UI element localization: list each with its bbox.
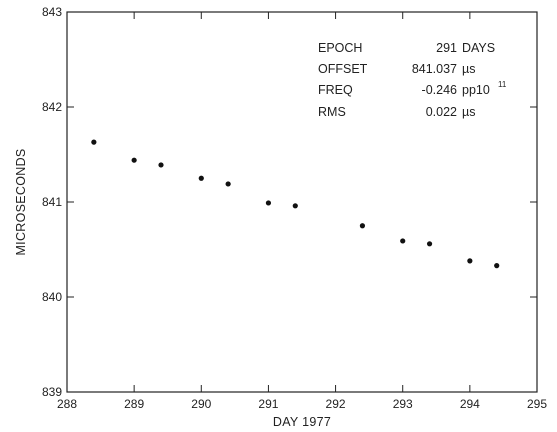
annotation-label: FREQ xyxy=(318,83,353,97)
x-axis: 288 289 290 291 292 293 294 295 xyxy=(57,12,547,411)
annotation-block: EPOCH 291 DAYS OFFSET 841.037 µs FREQ -0.246 pp1… xyxy=(318,41,507,119)
data-point xyxy=(265,200,272,206)
x-axis-title: DAY 1977 xyxy=(273,415,331,429)
annotation-unit: µs xyxy=(462,62,475,76)
x-tick-label: 291 xyxy=(258,397,278,411)
data-point xyxy=(426,241,433,247)
data-point xyxy=(225,181,231,187)
y-tick-label: 840 xyxy=(42,290,62,304)
y-tick-label: 839 xyxy=(42,385,62,399)
x-tick-label: 294 xyxy=(460,397,480,411)
annotation-label: EPOCH xyxy=(318,41,362,55)
annotation-value: 0.022 xyxy=(426,105,457,119)
x-tick-label: 292 xyxy=(326,397,346,411)
annotation-label: RMS xyxy=(318,105,346,119)
x-tick-label: 288 xyxy=(57,397,77,411)
data-point xyxy=(494,263,500,269)
y-axis: 839 840 841 842 843 xyxy=(42,5,537,399)
x-tick-label: 293 xyxy=(393,397,413,411)
annotation-value: -0.246 xyxy=(422,83,457,97)
annotation-value: 841.037 xyxy=(412,62,457,76)
annotation-unit: µs xyxy=(462,105,475,119)
data-points xyxy=(91,139,500,269)
annotation-unit: DAYS xyxy=(462,41,495,55)
data-point xyxy=(91,139,97,145)
data-point xyxy=(158,162,164,168)
y-axis-title: MICROSECONDS xyxy=(14,148,28,255)
x-tick-label: 295 xyxy=(527,397,547,411)
y-tick-label: 842 xyxy=(42,100,62,114)
data-point xyxy=(467,258,473,264)
annotation-label: OFFSET xyxy=(318,62,368,76)
x-tick-label: 290 xyxy=(191,397,211,411)
data-point xyxy=(292,203,298,209)
y-tick-label: 843 xyxy=(42,5,62,19)
data-point xyxy=(131,157,137,163)
annotation-unit: pp10 xyxy=(462,83,490,97)
data-point xyxy=(359,223,366,229)
data-point xyxy=(400,238,406,244)
annotation-unit-exponent: 11 xyxy=(498,80,507,89)
y-tick-label: 841 xyxy=(42,195,62,209)
data-point xyxy=(198,175,204,181)
x-tick-label: 289 xyxy=(124,397,144,411)
annotation-value: 291 xyxy=(436,41,457,55)
